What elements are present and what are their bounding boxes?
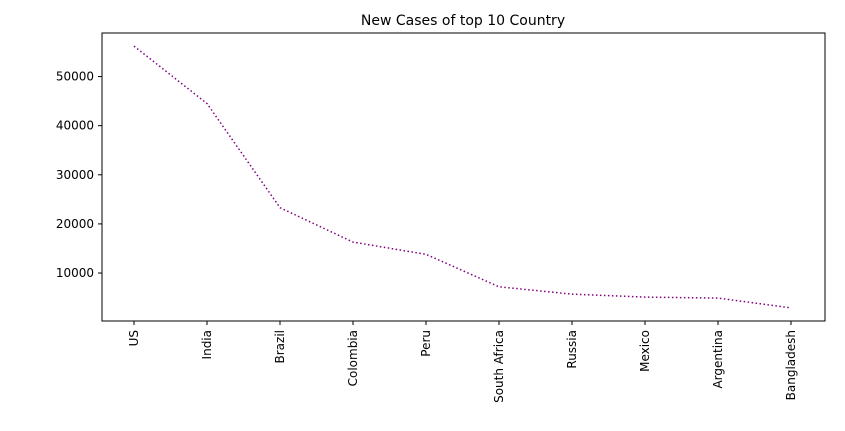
x-tick-label: Mexico [638,330,652,372]
y-tick-label: 30000 [56,168,94,182]
y-tick-label: 40000 [56,119,94,133]
y-axis: 10000 20000 30000 40000 50000 [56,70,102,280]
x-tick-label: Argentina [711,330,725,389]
chart-title: New Cases of top 10 Country [361,13,565,29]
x-tick-label: South Africa [492,330,506,403]
series-line [133,45,792,309]
x-tick-label: Brazil [273,330,287,364]
y-tick-label: 50000 [56,70,94,84]
x-tick-label: Colombia [346,330,360,386]
x-tick-label: Peru [419,330,433,357]
x-tick-label: Bangladesh [784,330,798,400]
x-tick-label: India [200,330,214,359]
x-axis: US India Brazil Colombia Peru South Africa Rus… [127,321,798,403]
y-tick-label: 10000 [56,266,94,280]
plot-area-frame [101,32,826,322]
x-tick-label: US [127,330,141,346]
series-layer [133,45,792,309]
y-tick-label: 20000 [56,217,94,231]
x-tick-label: Russia [565,330,579,369]
